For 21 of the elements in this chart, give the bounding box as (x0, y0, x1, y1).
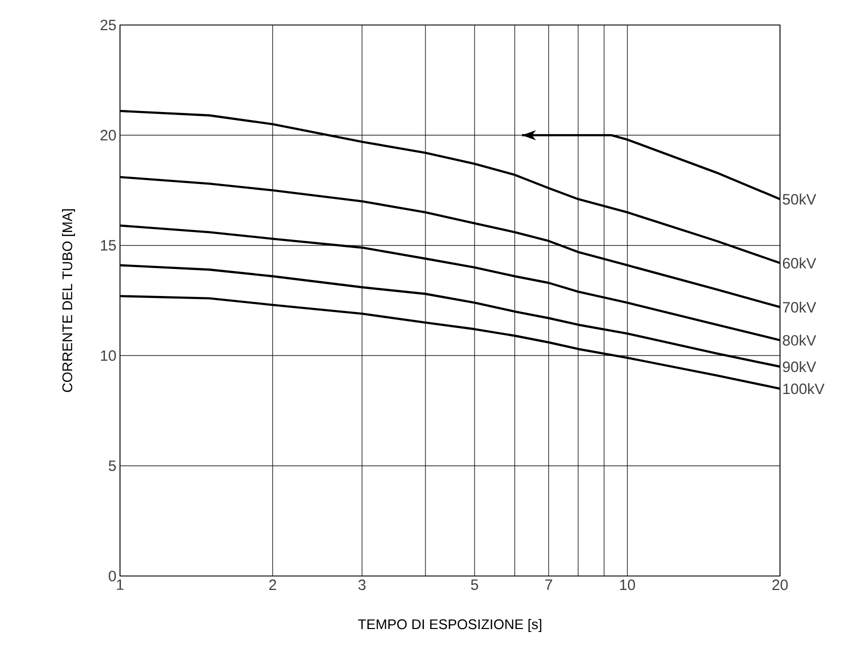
x-tick-label: 10 (620, 580, 636, 590)
x-tick-label: 5 (471, 580, 478, 590)
x-tick-label: 20 (772, 580, 788, 590)
series-label: 50kV (782, 194, 816, 205)
y-tick-label: 5 (108, 460, 116, 472)
series-label: 80kV (782, 334, 816, 346)
y-tick-label: 20 (100, 130, 116, 140)
x-axis-title: TEMPO DI ESPOSIZIONE [s] (358, 618, 542, 632)
y-tick-label: 10 (101, 350, 116, 361)
series-label: 60kV (782, 258, 816, 269)
y-tick-label: 0 (108, 570, 116, 582)
y-axis-title: CORRENTE DEL TUBO [MA] (62, 209, 76, 392)
series-label: 100kV (783, 383, 824, 394)
x-tick-label: 7 (545, 580, 552, 590)
series-label: 90kV (782, 361, 816, 372)
series-label: 70kV (782, 302, 816, 313)
x-tick-label: 3 (358, 580, 366, 590)
y-tick-label: 15 (101, 240, 116, 251)
y-tick-label: 25 (100, 20, 116, 30)
x-tick-label: 2 (269, 580, 276, 590)
x-tick-label: 1 (116, 580, 124, 590)
